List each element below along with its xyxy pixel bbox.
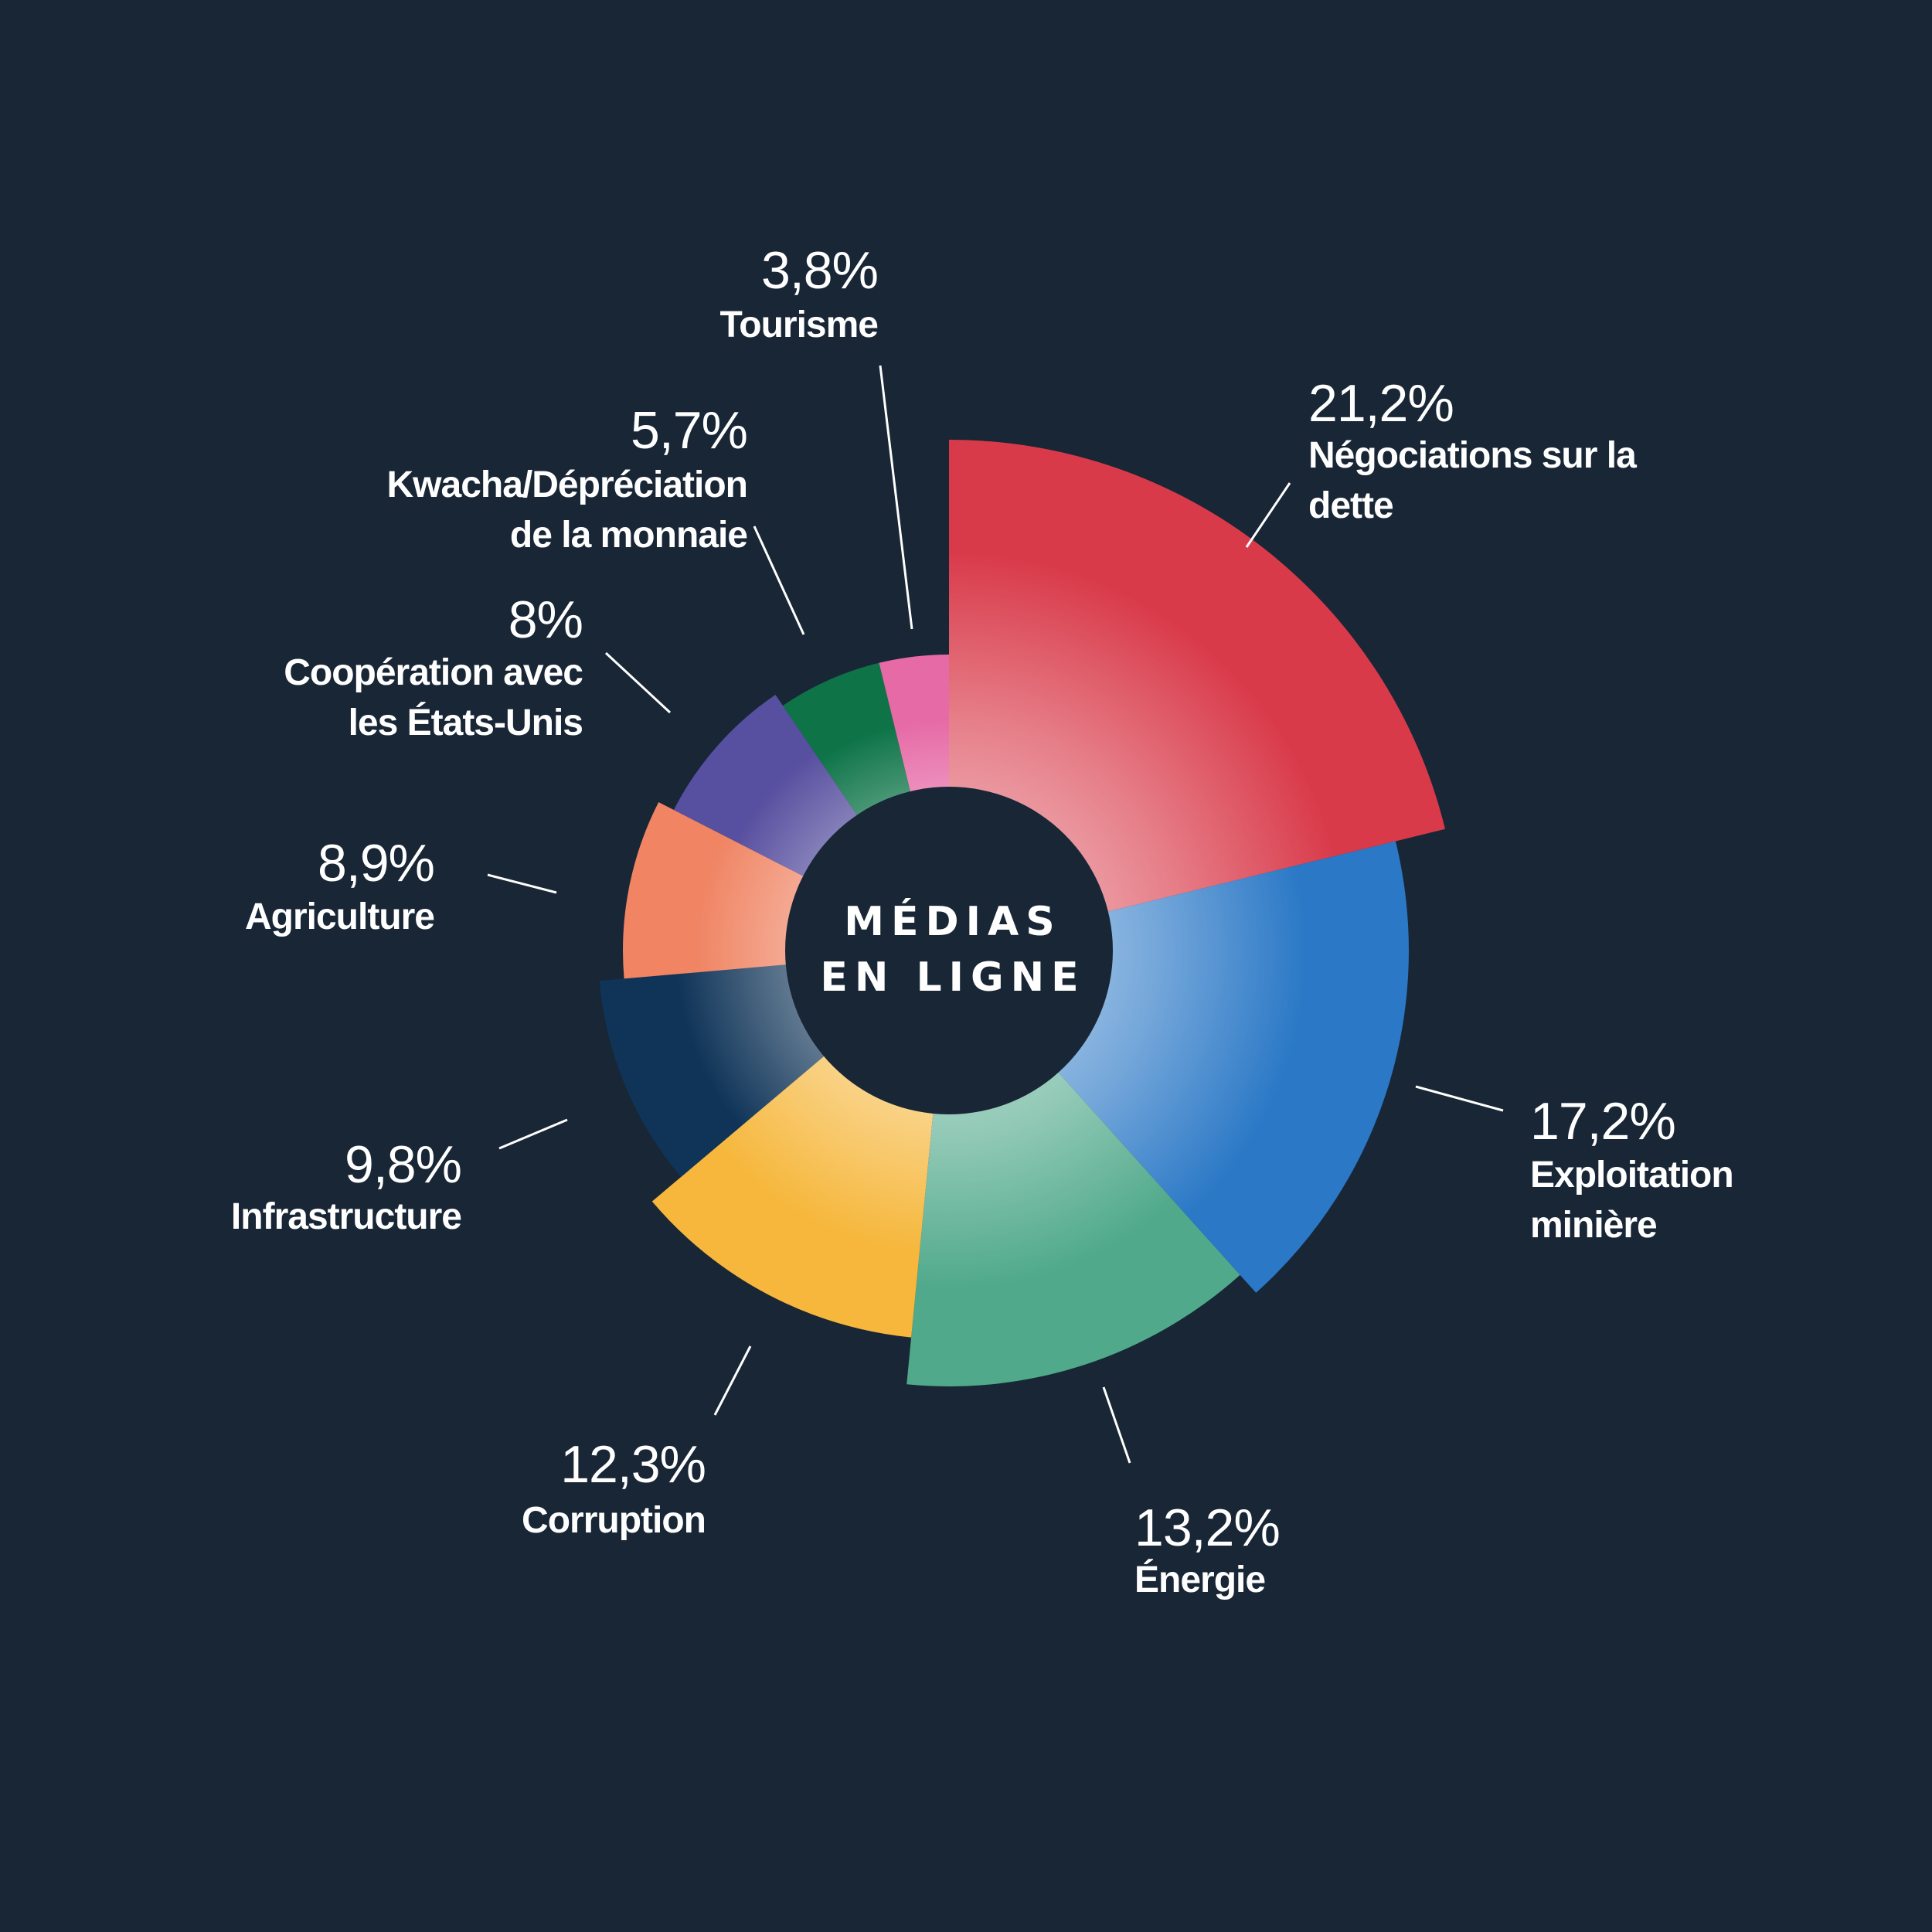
leader-line — [879, 365, 913, 630]
slice-category-label: Corruption — [522, 1500, 706, 1541]
slice-category-label: Agriculture — [245, 896, 434, 937]
slice-category-label: minière — [1530, 1205, 1657, 1246]
leader-line — [1102, 1386, 1131, 1464]
slice-value-label: 17,2% — [1530, 1092, 1675, 1151]
slice-category-label: Coopération avec — [284, 652, 583, 693]
leader-line — [498, 1118, 568, 1150]
slice-value-label: 8,9% — [318, 834, 434, 893]
leader-line — [1245, 482, 1291, 548]
slice-category-label: Kwacha/Dépréciation — [387, 464, 747, 505]
leader-line — [753, 526, 805, 635]
slice-value-label: 9,8% — [345, 1135, 461, 1194]
slice-category-label: Tourisme — [720, 304, 879, 345]
slice-value-label: 5,7% — [631, 401, 747, 460]
pie-slice — [949, 440, 1445, 951]
slice-value-label: 8% — [509, 590, 583, 649]
slice-category-label: Négociations sur la — [1308, 435, 1637, 476]
leader-line — [713, 1345, 752, 1416]
slice-value-label: 13,2% — [1134, 1498, 1280, 1557]
slice-category-label: de la monnaie — [510, 515, 747, 556]
leader-line — [1415, 1085, 1504, 1112]
center-label-line-2: EN LIGNE — [820, 954, 1085, 1001]
slice-category-label: dette — [1308, 485, 1393, 526]
center-label-line-1: MÉDIAS — [844, 898, 1061, 945]
slice-category-label: les États-Unis — [349, 702, 583, 743]
slice-value-label: 12,3% — [560, 1435, 706, 1494]
slice-category-label: Exploitation — [1530, 1155, 1733, 1196]
slice-value-label: 21,2% — [1308, 374, 1454, 433]
slice-value-label: 3,8% — [761, 241, 878, 300]
slice-category-label: Énergie — [1134, 1559, 1265, 1600]
center-hole — [785, 787, 1113, 1114]
leader-line — [487, 873, 557, 894]
slice-category-label: Infrastructure — [231, 1196, 461, 1237]
leader-line — [604, 651, 672, 714]
